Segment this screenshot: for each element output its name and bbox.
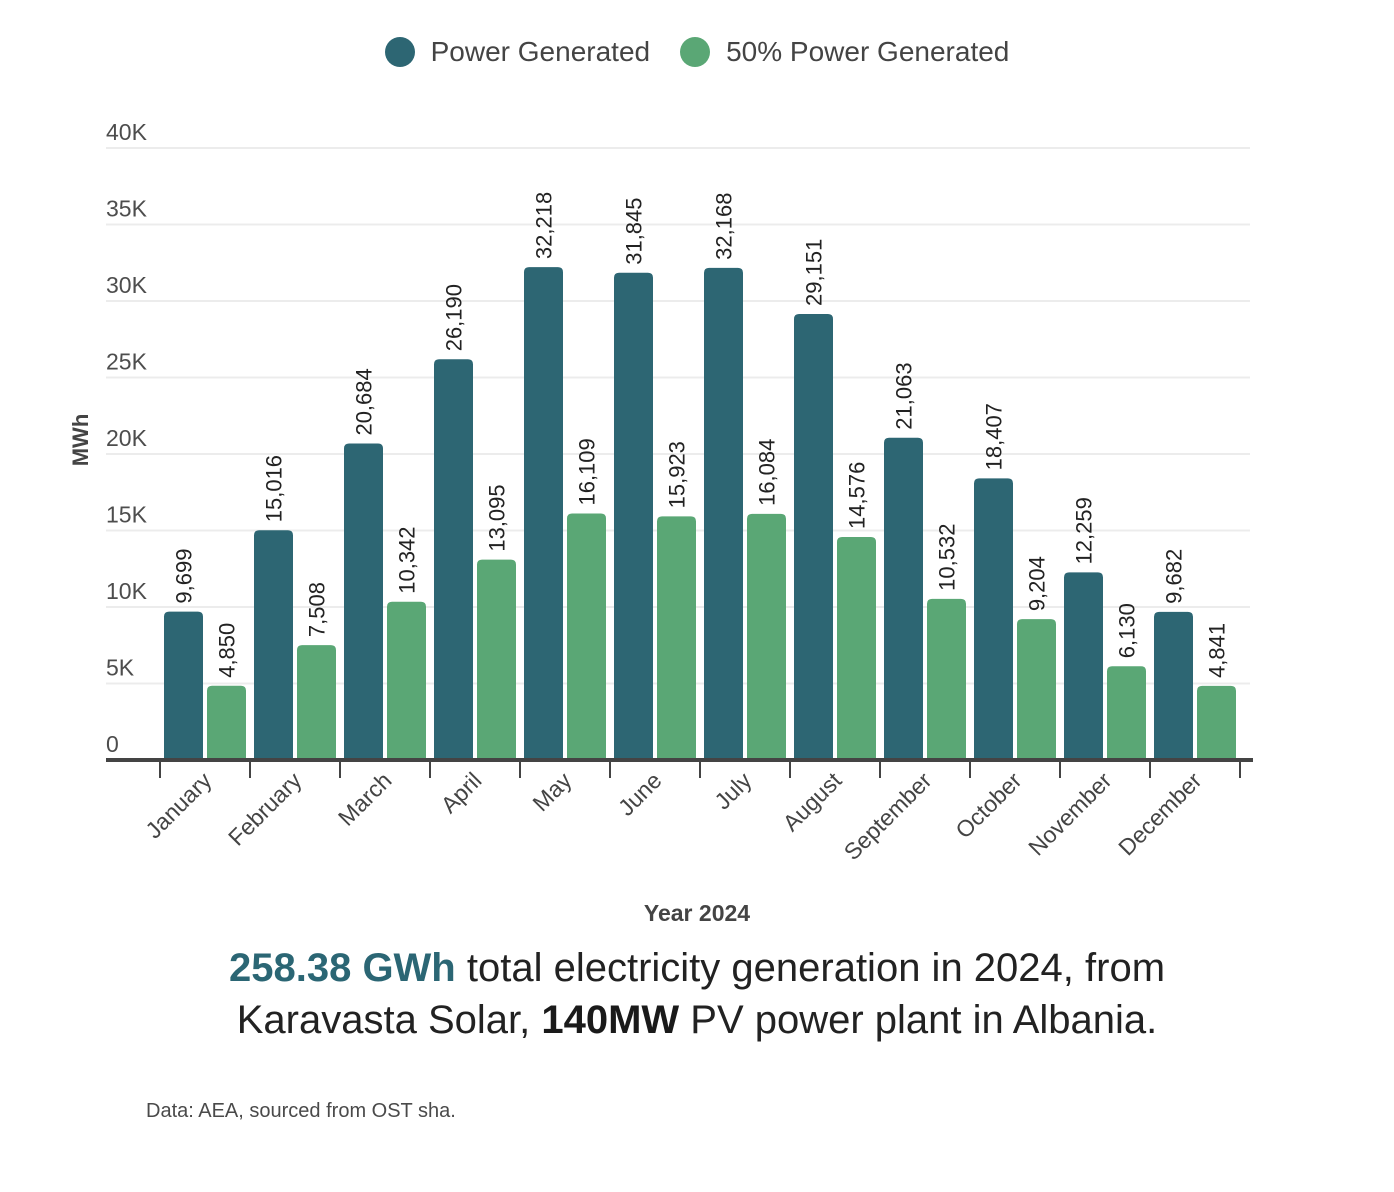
bar-power-generated-october[interactable] xyxy=(974,478,1013,760)
y-tick-label: 5K xyxy=(106,655,135,681)
x-tick-label: September xyxy=(839,767,937,865)
source-note: Data: AEA, sourced from OST sha. xyxy=(146,1100,456,1122)
legend-item-half-power-generated[interactable]: 50% Power Generated xyxy=(680,36,1009,68)
bar-power-generated-september[interactable] xyxy=(884,437,923,760)
x-axis xyxy=(106,758,1253,778)
bar-label-power-generated-september: 21,063 xyxy=(892,362,917,429)
legend-dot-half-power-generated xyxy=(680,37,711,67)
bar-power-generated-june[interactable] xyxy=(614,272,653,760)
legend-item-power-generated[interactable]: Power Generated xyxy=(384,36,651,68)
bar-label-half-power-generated-february: 7,508 xyxy=(305,582,330,637)
bar-label-half-power-generated-january: 4,850 xyxy=(215,623,240,678)
x-tick-label: March xyxy=(333,767,397,831)
y-axis-label: MWh xyxy=(68,414,93,467)
bar-label-half-power-generated-march: 10,342 xyxy=(395,526,420,593)
y-axis-ticks: 0 5K 10K 15K 20K 25K 30K 35K 40K xyxy=(106,119,148,757)
bar-label-power-generated-april: 26,190 xyxy=(442,284,467,351)
legend-label-power-generated: Power Generated xyxy=(430,36,651,67)
bar-label-power-generated-november: 12,259 xyxy=(1072,497,1097,564)
x-tick-label: August xyxy=(778,767,847,836)
bar-half-power-generated-july[interactable] xyxy=(747,513,786,760)
x-tick-label: June xyxy=(613,767,667,821)
bar-power-generated-february[interactable] xyxy=(254,530,293,760)
y-tick-label: 15K xyxy=(106,502,148,528)
bar-half-power-generated-october[interactable] xyxy=(1017,619,1056,760)
x-axis-title: Year 2024 xyxy=(643,900,751,926)
y-tick-label: 10K xyxy=(106,578,148,604)
bar-power-generated-november[interactable] xyxy=(1064,572,1103,760)
bar-power-generated-march[interactable] xyxy=(344,443,383,760)
x-axis-ticks: January February March April May June July Augu… xyxy=(140,767,1206,865)
bar-label-power-generated-july: 32,168 xyxy=(712,193,737,260)
x-tick-label: May xyxy=(527,767,576,816)
x-tick-label: October xyxy=(950,767,1026,843)
y-tick-label: 30K xyxy=(106,272,148,298)
legend-dot-power-generated xyxy=(384,37,415,67)
bar-half-power-generated-march[interactable] xyxy=(387,601,426,760)
x-tick-label: April xyxy=(436,767,487,818)
bar-power-generated-august[interactable] xyxy=(794,313,833,760)
bar-label-power-generated-october: 18,407 xyxy=(982,403,1007,470)
bars xyxy=(164,267,1236,760)
bar-label-power-generated-march: 20,684 xyxy=(352,368,377,435)
legend: Power Generated 50% Power Generated xyxy=(0,36,1394,68)
bar-label-power-generated-february: 15,016 xyxy=(262,455,287,522)
y-tick-label: 40K xyxy=(106,119,148,145)
bar-label-half-power-generated-august: 14,576 xyxy=(845,462,870,529)
x-tick-label: November xyxy=(1023,767,1117,861)
headline-text-2: PV power plant in Albania. xyxy=(679,998,1158,1042)
x-tick-label: February xyxy=(223,767,307,851)
bar-half-power-generated-december[interactable] xyxy=(1197,685,1236,760)
bar-label-half-power-generated-april: 13,095 xyxy=(485,484,510,551)
bar-label-power-generated-december: 9,682 xyxy=(1162,549,1187,604)
bar-power-generated-january[interactable] xyxy=(164,611,203,760)
bar-power-generated-april[interactable] xyxy=(434,359,473,760)
y-tick-label: 25K xyxy=(106,349,148,375)
bar-label-power-generated-january: 9,699 xyxy=(172,549,197,604)
y-tick-label: 20K xyxy=(106,425,148,451)
bar-half-power-generated-may[interactable] xyxy=(567,513,606,760)
bar-half-power-generated-april[interactable] xyxy=(477,559,516,760)
headline-text-1: total electricity generation in 2024, fr… xyxy=(236,946,1166,1042)
bar-label-power-generated-august: 29,151 xyxy=(802,239,827,306)
bar-label-half-power-generated-december: 4,841 xyxy=(1205,623,1230,678)
bar-half-power-generated-june[interactable] xyxy=(657,516,696,760)
bar-power-generated-july[interactable] xyxy=(704,267,743,760)
headline-total: 258.38 GWh xyxy=(228,946,456,990)
headline: 258.38 GWh total electricity generation … xyxy=(150,942,1244,1046)
bar-power-generated-may[interactable] xyxy=(524,267,563,760)
bar-label-power-generated-may: 32,218 xyxy=(532,192,557,259)
bar-half-power-generated-september[interactable] xyxy=(927,598,966,760)
bar-label-power-generated-june: 31,845 xyxy=(622,197,647,264)
x-tick-label: July xyxy=(709,767,757,815)
legend-label-half-power-generated: 50% Power Generated xyxy=(726,36,1010,67)
bar-label-half-power-generated-september: 10,532 xyxy=(935,524,960,591)
bar-half-power-generated-august[interactable] xyxy=(837,536,876,760)
headline-capacity: 140MW xyxy=(541,998,680,1042)
bar-label-half-power-generated-may: 16,109 xyxy=(575,438,600,505)
bar-label-half-power-generated-july: 16,084 xyxy=(755,439,780,506)
bar-power-generated-december[interactable] xyxy=(1154,611,1193,760)
bar-half-power-generated-february[interactable] xyxy=(297,645,336,760)
x-tick-label: January xyxy=(140,767,217,844)
y-tick-label: 35K xyxy=(106,196,148,222)
bar-value-labels: 9,699 4,850 15,016 7,508 20,684 10,342 26,190 1… xyxy=(172,192,1230,678)
bar-label-half-power-generated-november: 6,130 xyxy=(1115,603,1140,658)
y-tick-label: 0 xyxy=(106,731,119,757)
bar-chart: 0 5K 10K 15K 20K 25K 30K 35K 40K MWh 9,699 4,850 1… xyxy=(68,119,1253,865)
bar-label-half-power-generated-june: 15,923 xyxy=(665,441,690,508)
bar-label-half-power-generated-october: 9,204 xyxy=(1025,556,1050,611)
bar-half-power-generated-january[interactable] xyxy=(207,685,246,760)
x-tick-label: December xyxy=(1113,767,1207,861)
bar-half-power-generated-november[interactable] xyxy=(1107,666,1146,760)
